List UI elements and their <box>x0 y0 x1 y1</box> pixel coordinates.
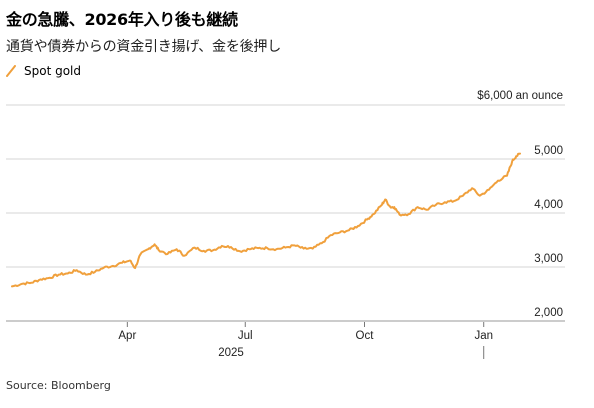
chart-title: 金の急騰、2026年入り後も継続 <box>6 10 238 29</box>
y-tick-label-3000: 3,000 <box>534 253 563 265</box>
x-tick-label-jan: Jan <box>474 330 493 342</box>
chart-subtitle: 通貨や債券からの資金引き揚げ、金を後押し <box>6 39 282 55</box>
y-tick-label-4000: 4,000 <box>534 199 563 211</box>
x-tick-label-apr: Apr <box>118 330 136 342</box>
source-note: Source: Bloomberg <box>6 379 111 392</box>
legend-label-spot-gold: Spot gold <box>24 64 82 78</box>
legend-swatch-spot-gold <box>6 65 16 77</box>
x-tick-label-oct: Oct <box>356 330 375 342</box>
y-axis-unit-label: $6,000 an ounce <box>477 90 563 102</box>
x-tick-label-jul: Jul <box>238 330 253 342</box>
legend: Spot gold <box>6 64 81 78</box>
series-line-spot-gold <box>11 152 521 288</box>
x-year-label-2025: 2025 <box>218 347 244 359</box>
y-tick-label-2000: 2,000 <box>534 307 563 319</box>
y-tick-label-5000: 5,000 <box>534 145 563 157</box>
